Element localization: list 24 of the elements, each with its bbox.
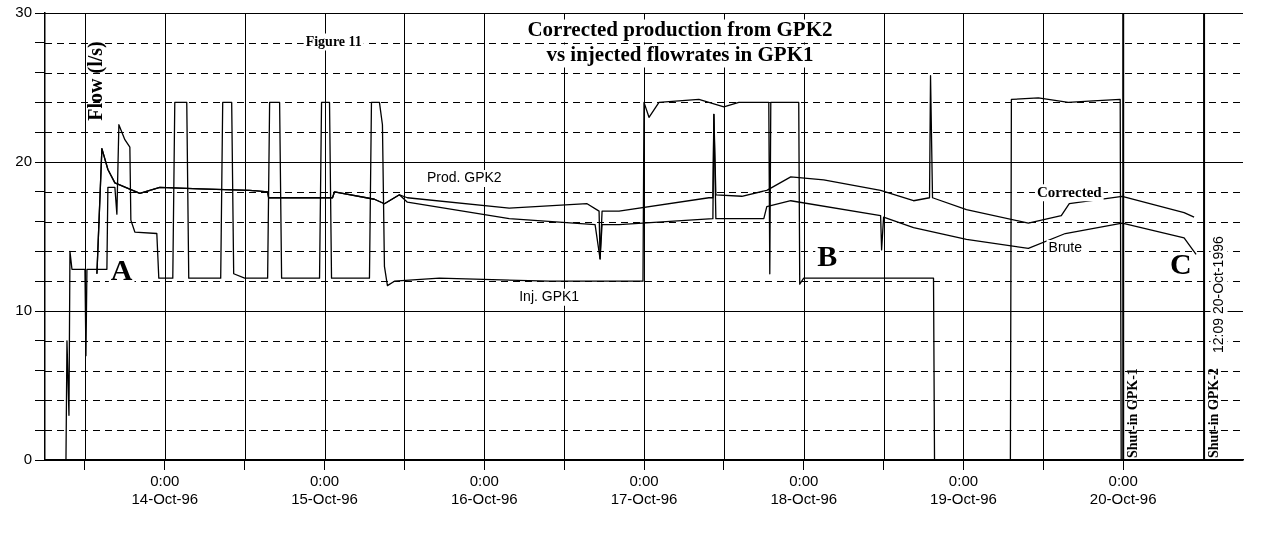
- ref-line-label: Shut-in GPK-2: [1205, 368, 1221, 458]
- y-tick-label: 10: [15, 301, 32, 319]
- y-tick-label: 0: [23, 450, 32, 468]
- x-tick-label: 0:00 15-Oct-96: [291, 472, 358, 508]
- annotation: Figure 11: [305, 33, 362, 49]
- y-tick-label: 20: [15, 152, 32, 170]
- annotation: A: [110, 253, 133, 287]
- y-tick-label: 30: [15, 3, 32, 21]
- annotation: B: [817, 239, 838, 273]
- text: Corrected production from GPK2 vs injected flowrates in GPK1: [527, 17, 833, 67]
- annotation: Prod. GPK2: [426, 169, 502, 186]
- series-label: Inj. GPK1: [519, 288, 580, 305]
- y-axis-title: Flow (l/s): [84, 41, 108, 121]
- series-label: Corrected: [1036, 183, 1103, 200]
- x-tick-label: 0:00 17-Oct-96: [610, 472, 678, 508]
- x-tick-label: 0:00 19-Oct-96: [930, 472, 997, 508]
- ref-line-label: Shut-in GPK-1: [1124, 368, 1140, 458]
- annotation: 12:09 20-Oct-1996: [1209, 236, 1226, 353]
- x-tick-label: 0:00 18-Oct-96: [770, 472, 838, 508]
- annotation: C: [1169, 247, 1192, 281]
- series-label: Brute: [1048, 239, 1083, 256]
- x-tick-label: 0:00 14-Oct-96: [131, 472, 199, 508]
- x-tick-label: 0:00 16-Oct-96: [450, 472, 518, 508]
- x-tick-label: 0:00 20-Oct-96: [1089, 472, 1157, 508]
